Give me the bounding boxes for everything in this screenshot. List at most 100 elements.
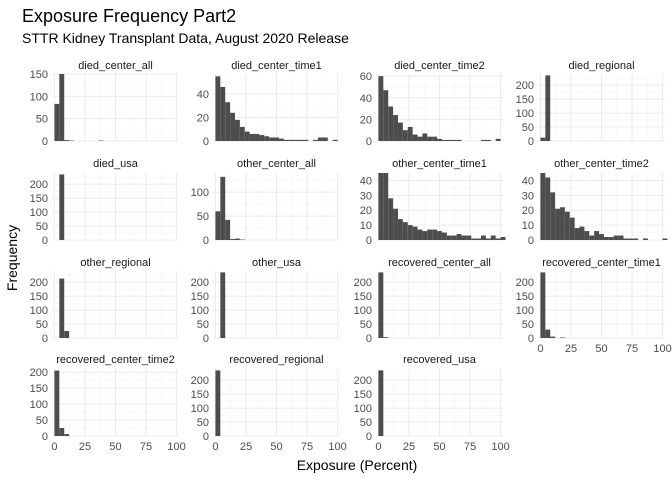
facet-strip-label: other_regional: [80, 257, 150, 269]
facet-strip-label: other_center_time1: [392, 158, 487, 170]
histogram-bar: [332, 139, 338, 141]
histogram-bar: [225, 102, 231, 141]
y-tick-label: 200: [516, 277, 534, 289]
y-tick-label: 100: [516, 108, 534, 120]
histogram-bar: [417, 136, 423, 141]
y-tick-label: 100: [30, 91, 48, 103]
histogram-bar: [59, 428, 65, 436]
histogram-bar: [564, 211, 570, 240]
histogram-bar: [441, 139, 447, 141]
y-tick-label: 50: [36, 319, 48, 331]
y-tick-label: 100: [516, 305, 534, 317]
facet-strip-label: recovered_center_time1: [542, 257, 661, 269]
y-tick-label: 40: [360, 175, 372, 187]
histogram-bar: [422, 231, 428, 240]
histogram-bar: [540, 173, 546, 240]
x-tick-label: 50: [595, 343, 607, 355]
histogram-bar: [545, 177, 551, 240]
histogram-bar: [383, 90, 389, 141]
y-tick-label: 0: [528, 136, 534, 148]
histogram-bar: [225, 219, 231, 240]
facet-strip-label: died_center_time1: [231, 60, 322, 72]
x-tick-label: 75: [140, 441, 152, 453]
histogram-bar: [313, 139, 319, 141]
histogram-bar: [559, 207, 565, 240]
y-tick-label: 200: [354, 375, 372, 387]
x-tick-label: 50: [270, 441, 282, 453]
x-tick-label: 25: [403, 441, 415, 453]
y-tick-label: 10: [522, 220, 534, 232]
histogram-bar: [427, 136, 433, 141]
y-tick-label: 100: [191, 305, 209, 317]
histogram-bar: [555, 208, 560, 240]
y-tick-label: 20: [360, 205, 372, 217]
y-tick-label: 50: [522, 319, 534, 331]
y-tick-label: 0: [366, 333, 372, 345]
facet-panel: died_center_all 0 50 100 150: [30, 60, 179, 148]
y-tick-label: 30: [522, 190, 534, 202]
y-tick-label: 0: [203, 235, 209, 247]
histogram-bar: [545, 75, 551, 141]
histogram-bar: [500, 237, 506, 240]
histogram-bar: [628, 238, 634, 240]
y-tick-label: 50: [197, 319, 209, 331]
facet-strip-label: other_usa: [252, 257, 302, 269]
histogram-bar: [59, 174, 65, 240]
histogram-bar: [643, 238, 648, 240]
histogram-bar: [278, 138, 284, 141]
y-tick-label: 150: [30, 291, 48, 303]
histogram-bar: [249, 133, 255, 141]
histogram-bar: [318, 137, 323, 141]
histogram-bar: [432, 136, 438, 141]
histogram-bar: [54, 103, 60, 141]
histogram-bar: [481, 235, 486, 240]
histogram-bar: [584, 231, 590, 240]
histogram-bar: [402, 130, 408, 141]
x-tick-label: 100: [491, 441, 509, 453]
histogram-bar: [441, 232, 447, 240]
y-tick-label: 0: [528, 333, 534, 345]
facet-panel: recovered_center_all 0 50 100 150 200: [354, 257, 503, 345]
x-tick-label: 0: [375, 441, 381, 453]
y-tick-label: 30: [360, 190, 372, 202]
histogram-bar: [64, 434, 70, 436]
y-tick-label: 40: [360, 93, 372, 105]
facet-panel: other_center_time1 0 10 20 30 40: [360, 158, 506, 247]
histogram-bar: [383, 173, 389, 240]
y-tick-label: 200: [30, 367, 48, 379]
histogram-bar: [378, 272, 384, 338]
y-tick-label: 100: [191, 403, 209, 415]
histogram-bar: [495, 138, 501, 141]
facet-strip-label: recovered_center_all: [388, 257, 491, 269]
histogram-bar: [451, 235, 457, 240]
histogram-bar: [574, 228, 580, 240]
histogram-bar: [422, 133, 428, 141]
y-tick-label: 150: [30, 193, 48, 205]
histogram-bar: [264, 136, 270, 141]
histogram-bar: [54, 370, 60, 436]
histogram-bar: [623, 238, 629, 240]
histogram-bar: [230, 239, 235, 240]
y-tick-label: 50: [522, 122, 534, 134]
histogram-bar: [540, 137, 546, 141]
histogram-bar: [234, 238, 240, 240]
y-tick-label: 150: [516, 291, 534, 303]
y-tick-label: 50: [36, 114, 48, 126]
histogram-bar: [378, 173, 384, 240]
chart-subtitle: STTR Kidney Transplant Data, August 2020…: [22, 30, 349, 46]
histogram-bar: [388, 198, 394, 240]
histogram-bar: [215, 76, 221, 141]
histogram-bar: [378, 76, 384, 141]
histogram-bar: [220, 272, 226, 338]
histogram-bar: [388, 106, 394, 141]
histogram-bar: [451, 139, 457, 141]
y-tick-label: 20: [522, 205, 534, 217]
histogram-bar: [220, 86, 226, 141]
histogram-bar: [269, 137, 275, 141]
histogram-bar: [64, 140, 70, 141]
x-tick-label: 0: [212, 441, 218, 453]
y-tick-label: 0: [42, 431, 48, 443]
facet-strip-label: recovered_center_time2: [56, 354, 175, 366]
y-tick-label: 0: [366, 136, 372, 148]
histogram-bar: [402, 222, 408, 240]
